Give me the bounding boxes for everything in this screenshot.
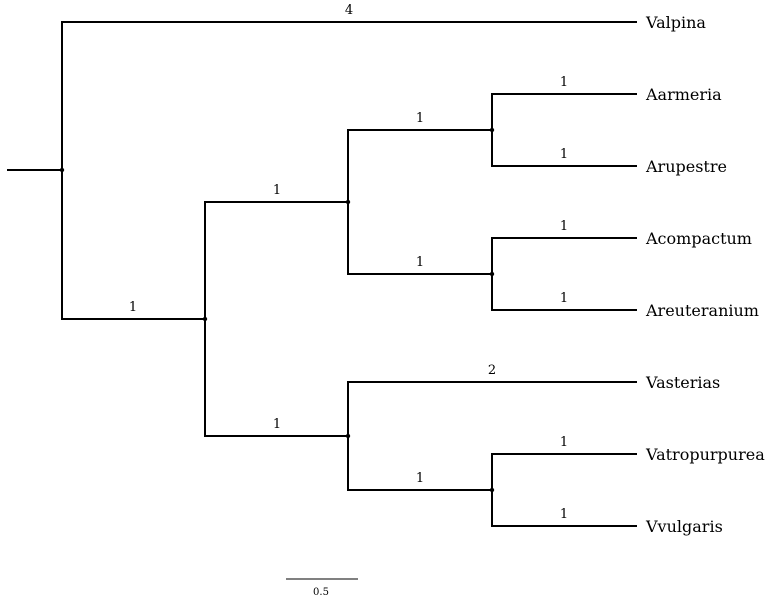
branch-length-acomp-areut-clade: 1 bbox=[416, 255, 424, 270]
branch-length-aarmeria: 1 bbox=[560, 75, 568, 90]
branch-length-vatro-vvulg-clade: 1 bbox=[416, 471, 424, 486]
leaf-label-vasterias: Vasterias bbox=[645, 373, 720, 392]
leaf-label-areuteranium: Areuteranium bbox=[645, 301, 759, 320]
leaf-label-vatropurpurea: Vatropurpurea bbox=[645, 445, 765, 464]
branch-length-lower-subclade: 1 bbox=[273, 417, 281, 432]
branch-length-areuteranium: 1 bbox=[560, 291, 568, 306]
scale-bar-label: 0.5 bbox=[313, 587, 329, 598]
branch-length-vvulgaris: 1 bbox=[560, 507, 568, 522]
branch-length-vatropurpurea: 1 bbox=[560, 435, 568, 450]
branch-length-upper-subclade: 1 bbox=[273, 183, 281, 198]
leaf-label-valpina: Valpina bbox=[645, 13, 706, 32]
leaf-label-aarmeria: Aarmeria bbox=[645, 85, 722, 104]
leaf-label-vvulgaris: Vvulgaris bbox=[645, 517, 723, 536]
leaf-label-acompactum: Acompactum bbox=[645, 229, 752, 248]
branch-length-clade-a: 1 bbox=[129, 300, 137, 315]
branch-length-valpina: 4 bbox=[345, 3, 353, 18]
branch-length-acompactum: 1 bbox=[560, 219, 568, 234]
branch-length-arupestre: 1 bbox=[560, 147, 568, 162]
branch-length-vasterias: 2 bbox=[488, 363, 496, 378]
branch-length-aarm-arup-clade: 1 bbox=[416, 111, 424, 126]
leaf-label-arupestre: Arupestre bbox=[645, 157, 727, 176]
